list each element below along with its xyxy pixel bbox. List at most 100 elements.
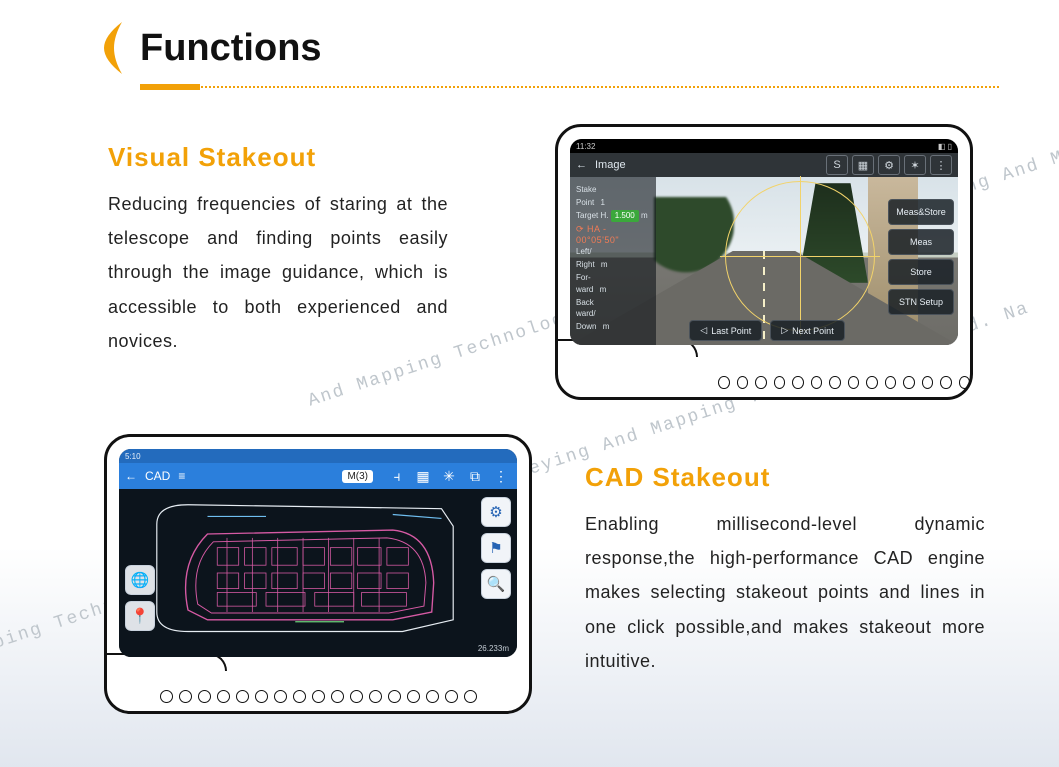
nav-button[interactable]: ▷Next Point	[770, 320, 844, 341]
cad-drawing	[149, 495, 461, 641]
device-dot	[811, 376, 823, 389]
status-time: 5:10	[125, 452, 141, 461]
action-button[interactable]: Meas	[888, 229, 954, 255]
device-dot	[312, 690, 325, 703]
chevron-icon: ◁	[700, 325, 707, 336]
info-row: Target H. 1.500 m	[576, 210, 650, 222]
device-dot	[369, 690, 382, 703]
info-row: Left/	[576, 247, 650, 257]
status-bar: 11:32 ◧ ▯	[570, 139, 958, 153]
section-title: Visual Stakeout	[108, 142, 448, 173]
cad-canvas[interactable]: 🌐📍 ⚙⚑🔍 26.233m	[119, 489, 517, 657]
device-dot	[959, 376, 971, 389]
reticle-overlay	[725, 181, 875, 331]
section-title: CAD Stakeout	[585, 462, 985, 493]
info-row: ward/	[576, 309, 650, 319]
header-accent-icon	[100, 22, 128, 74]
section-cad: CAD Stakeout Enabling millisecond-level …	[585, 462, 985, 678]
device-dot	[755, 376, 767, 389]
device-dot	[866, 376, 878, 389]
device-dot	[407, 690, 420, 703]
info-panel: Stake Point 1Target H. 1.500 m⟳ HA - 00°…	[570, 177, 656, 345]
device-dot	[940, 376, 952, 389]
scale-indicator: 26.233m	[478, 644, 509, 653]
status-icons: ◧ ▯	[938, 142, 952, 151]
toolbar-title: CAD	[145, 469, 170, 483]
toolbar-icon[interactable]: ▦	[413, 468, 433, 485]
info-row: Right m	[576, 259, 650, 271]
device-dot-row	[558, 376, 970, 389]
toolbar-icon[interactable]: ⧉	[465, 468, 485, 485]
section-body: Reducing frequencies of staring at the t…	[108, 187, 448, 358]
device-dot	[903, 376, 915, 389]
toolbar-icon[interactable]: ⫞	[387, 468, 407, 485]
toolbar-icon[interactable]: S	[826, 155, 848, 175]
mode-chip[interactable]: M(3)	[342, 470, 373, 483]
device-screen: 11:32 ◧ ▯ ← Image S▦⚙✶⋮ Stake Point 1Tar…	[570, 139, 958, 345]
device-mock-cad: 5:10 ← CAD ≡ M(3) ⫞▦✳⧉⋮ 🌐📍 ⚙⚑🔍 26.233m	[104, 434, 532, 714]
tool-button[interactable]: ⚑	[481, 533, 511, 563]
nav-bar: ◁Last Point ▷Next Point	[656, 320, 878, 341]
device-dot	[426, 690, 439, 703]
page-title: Functions	[140, 27, 322, 70]
toolbar-icon[interactable]: ✳	[439, 468, 459, 485]
tool-button[interactable]: 📍	[125, 601, 155, 631]
action-button[interactable]: Meas&Store	[888, 199, 954, 225]
back-button[interactable]: ←	[576, 159, 587, 171]
tool-button[interactable]: ⚙	[481, 497, 511, 527]
tool-column-left: 🌐📍	[125, 565, 155, 631]
toolbar-icon[interactable]: ▦	[852, 155, 874, 175]
device-dot	[848, 376, 860, 389]
visual-stakeout-app: 11:32 ◧ ▯ ← Image S▦⚙✶⋮ Stake Point 1Tar…	[570, 139, 958, 345]
device-mock-visual: 11:32 ◧ ▯ ← Image S▦⚙✶⋮ Stake Point 1Tar…	[555, 124, 973, 400]
action-button[interactable]: Store	[888, 259, 954, 285]
info-row: Back	[576, 298, 650, 308]
toolbar-icon[interactable]: ⋮	[930, 155, 952, 175]
toolbar-icon[interactable]: ✶	[904, 155, 926, 175]
back-button[interactable]: ←	[125, 469, 137, 483]
chevron-icon: ▷	[781, 325, 788, 336]
device-dot	[179, 690, 192, 703]
device-dot	[255, 690, 268, 703]
device-dot	[388, 690, 401, 703]
tool-button[interactable]: 🔍	[481, 569, 511, 599]
device-dot	[718, 376, 730, 389]
device-dot-row	[107, 690, 529, 703]
toolbar-icon[interactable]: ⚙	[878, 155, 900, 175]
status-time: 11:32	[576, 142, 595, 151]
device-dot	[885, 376, 897, 389]
info-row: Down m	[576, 321, 650, 333]
nav-button[interactable]: ◁Last Point	[689, 320, 762, 341]
action-button[interactable]: STN Setup	[888, 289, 954, 315]
device-screen: 5:10 ← CAD ≡ M(3) ⫞▦✳⧉⋮ 🌐📍 ⚙⚑🔍 26.233m	[119, 449, 517, 657]
section-visual: Visual Stakeout Reducing frequencies of …	[108, 142, 448, 358]
device-dot	[160, 690, 173, 703]
header-dotted-rule	[140, 86, 999, 88]
info-row: Stake	[576, 185, 650, 195]
device-dot	[774, 376, 786, 389]
device-dot	[293, 690, 306, 703]
info-row: ⟳ HA - 00°05'50"	[576, 224, 650, 246]
tool-column-right: ⚙ ⚑ 🔍	[481, 497, 511, 599]
device-dot	[331, 690, 344, 703]
app-toolbar: ← CAD ≡ M(3) ⫞ ▦ ✳ ⧉ ⋮	[119, 463, 517, 489]
cad-app: 5:10 ← CAD ≡ M(3) ⫞▦✳⧉⋮ 🌐📍 ⚙⚑🔍 26.233m	[119, 449, 517, 657]
page-header: Functions	[100, 22, 322, 74]
info-row: ward m	[576, 284, 650, 296]
tool-button[interactable]: 🌐	[125, 565, 155, 595]
device-dot	[737, 376, 749, 389]
toolbar-icon[interactable]: ⋮	[491, 468, 511, 485]
device-dot	[464, 690, 477, 703]
device-dot	[445, 690, 458, 703]
device-dot	[236, 690, 249, 703]
device-dot	[829, 376, 841, 389]
device-dot	[792, 376, 804, 389]
device-dot	[922, 376, 934, 389]
info-row: For-	[576, 273, 650, 283]
app-toolbar: ← Image S▦⚙✶⋮	[570, 153, 958, 177]
status-bar: 5:10	[119, 449, 517, 463]
device-dot	[217, 690, 230, 703]
section-body: Enabling millisecond-level dynamic respo…	[585, 507, 985, 678]
menu-button[interactable]: ≡	[178, 469, 185, 483]
device-dot	[198, 690, 211, 703]
